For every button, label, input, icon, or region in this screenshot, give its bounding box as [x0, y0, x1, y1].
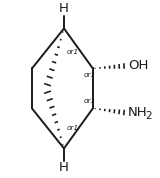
Text: H: H: [59, 161, 69, 174]
Text: OH: OH: [128, 59, 148, 72]
Text: 2: 2: [145, 111, 152, 121]
Text: or1: or1: [66, 125, 79, 131]
Text: or1: or1: [84, 72, 96, 78]
Text: or1: or1: [84, 98, 96, 104]
Text: NH: NH: [128, 106, 148, 119]
Text: or1: or1: [66, 49, 79, 55]
Text: H: H: [59, 2, 69, 15]
